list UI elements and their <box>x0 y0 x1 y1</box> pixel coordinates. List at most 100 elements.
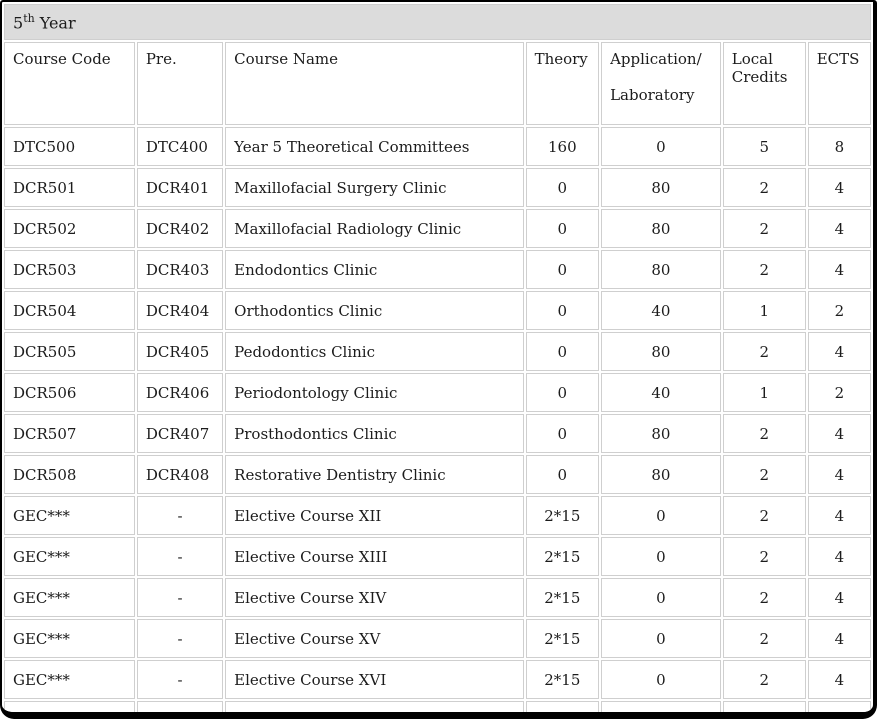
cell-course_name: Year 5 Theoretical Committees <box>225 127 524 166</box>
cell-course_code: GEC*** <box>4 578 135 617</box>
year-title: 5th Year <box>4 4 871 40</box>
cell-local_credits: 2 <box>722 537 806 576</box>
table-row: GEC*** - Elective Course XV 2*15 0 2 4 <box>4 619 871 658</box>
cell-app_lab: 0 <box>601 127 721 166</box>
cell-pre: - <box>136 496 224 535</box>
cell-ects: 4 <box>807 209 871 248</box>
cell-theory: 160 <box>525 127 600 166</box>
cell-pre: DCR408 <box>136 455 224 494</box>
cell-app_lab: 80 <box>601 414 721 453</box>
cell-ects: 4 <box>807 537 871 576</box>
cell-ects: 4 <box>807 578 871 617</box>
cell-ects: 4 <box>807 414 871 453</box>
cell-course_name: Elective Course XIV <box>225 578 524 617</box>
cell-pre: - <box>136 537 224 576</box>
cell-ects: 2 <box>807 291 871 330</box>
cell-pre: DCR407 <box>136 414 224 453</box>
cell-pre: DCR402 <box>136 209 224 248</box>
year-ordinal: th <box>23 11 35 25</box>
column-header-ects: ECTS <box>807 42 871 125</box>
cell-theory: 0 <box>525 414 600 453</box>
cell-ects: 4 <box>807 455 871 494</box>
cell-local_credits: 2 <box>722 209 806 248</box>
column-header-theory: Theory <box>525 42 600 125</box>
cell-theory: 2*15 <box>525 537 600 576</box>
cell-ects: 4 <box>807 168 871 207</box>
table-row: GEC*** - Elective Course XII 2*15 0 2 4 <box>4 496 871 535</box>
cell-course_name: Elective Course XV <box>225 619 524 658</box>
cell-local_credits: 2 <box>722 619 806 658</box>
cell-ects: 4 <box>807 332 871 371</box>
cell-pre: DCR404 <box>136 291 224 330</box>
cell-course_code: DCR502 <box>4 209 135 248</box>
cell-app_lab: 0 <box>601 496 721 535</box>
cell-course_code: DCR505 <box>4 332 135 371</box>
cell-course_code: DCR504 <box>4 291 135 330</box>
cell-pre: - <box>136 619 224 658</box>
cell-theory: 2*15 <box>525 701 600 712</box>
cell-theory: 0 <box>525 373 600 412</box>
cell-pre: DTC400 <box>136 127 224 166</box>
cell-pre: DCR401 <box>136 168 224 207</box>
table-row: DCR505 DCR405 Pedodontics Clinic 0 80 2 4 <box>4 332 871 371</box>
cell-app_lab: 40 <box>601 373 721 412</box>
cell-pre: DCR403 <box>136 250 224 289</box>
cell-course_code: GEC*** <box>4 701 135 712</box>
table-row: DCR501 DCR401 Maxillofacial Surgery Clinic… <box>4 168 871 207</box>
cell-course_code: DCR507 <box>4 414 135 453</box>
cell-app_lab: 80 <box>601 332 721 371</box>
cell-local_credits: 2 <box>722 250 806 289</box>
cell-pre: - <box>136 578 224 617</box>
cell-theory: 2*15 <box>525 578 600 617</box>
cell-theory: 0 <box>525 455 600 494</box>
cell-app_lab: 0 <box>601 660 721 699</box>
column-header-app_lab: Application/ Laboratory <box>601 42 721 125</box>
cell-theory: 2*15 <box>525 496 600 535</box>
cell-app_lab: 0 <box>601 578 721 617</box>
cell-local_credits: 2 <box>722 168 806 207</box>
table-row: DCR508 DCR408 Restorative Dentistry Clinic… <box>4 455 871 494</box>
cell-course_name: Maxillofacial Surgery Clinic <box>225 168 524 207</box>
cell-theory: 0 <box>525 332 600 371</box>
cell-course_code: GEC*** <box>4 496 135 535</box>
cell-course_name: Elective Course XVI <box>225 660 524 699</box>
cell-local_credits: 2 <box>722 660 806 699</box>
cell-course_name: Maxillofacial Radiology Clinic <box>225 209 524 248</box>
cell-ects: 4 <box>807 660 871 699</box>
table-row: DCR504 DCR404 Orthodontics Clinic 0 40 1 2 <box>4 291 871 330</box>
cell-course_name: Restorative Dentistry Clinic <box>225 455 524 494</box>
cell-theory: 0 <box>525 291 600 330</box>
year-header-row: 5th Year <box>4 4 871 40</box>
cell-app_lab: 80 <box>601 168 721 207</box>
cell-course_code: DCR501 <box>4 168 135 207</box>
cell-course_name: Elective Course XII <box>225 496 524 535</box>
column-header-course_name: Course Name <box>225 42 524 125</box>
cell-app_lab: 0 <box>601 701 721 712</box>
table-row: GEC*** - Elective Course XVI 2*15 0 2 4 <box>4 660 871 699</box>
cell-pre: - <box>136 701 224 712</box>
cell-ects: 8 <box>807 127 871 166</box>
table-row: DCR503 DCR403 Endodontics Clinic 0 80 2 4 <box>4 250 871 289</box>
cell-course_name: Prosthodontics Clinic <box>225 414 524 453</box>
cell-course_code: DCR503 <box>4 250 135 289</box>
cell-local_credits: 5 <box>722 127 806 166</box>
cell-local_credits: 2 <box>722 332 806 371</box>
cell-course_name: Elective Course XVII <box>225 701 524 712</box>
cell-course_code: DTC500 <box>4 127 135 166</box>
cell-app_lab: 80 <box>601 209 721 248</box>
cell-local_credits: 2 <box>722 496 806 535</box>
year-number: 5 <box>13 13 24 33</box>
cell-app_lab: 80 <box>601 250 721 289</box>
cell-course_name: Pedodontics Clinic <box>225 332 524 371</box>
year-title-rest: Year <box>34 13 76 33</box>
cell-local_credits: 1 <box>722 291 806 330</box>
cell-course_code: GEC*** <box>4 660 135 699</box>
cell-pre: - <box>136 660 224 699</box>
column-header-pre: Pre. <box>136 42 224 125</box>
cell-theory: 2*15 <box>525 619 600 658</box>
cell-app_lab: 0 <box>601 619 721 658</box>
cell-app_lab: 40 <box>601 291 721 330</box>
cell-theory: 0 <box>525 250 600 289</box>
